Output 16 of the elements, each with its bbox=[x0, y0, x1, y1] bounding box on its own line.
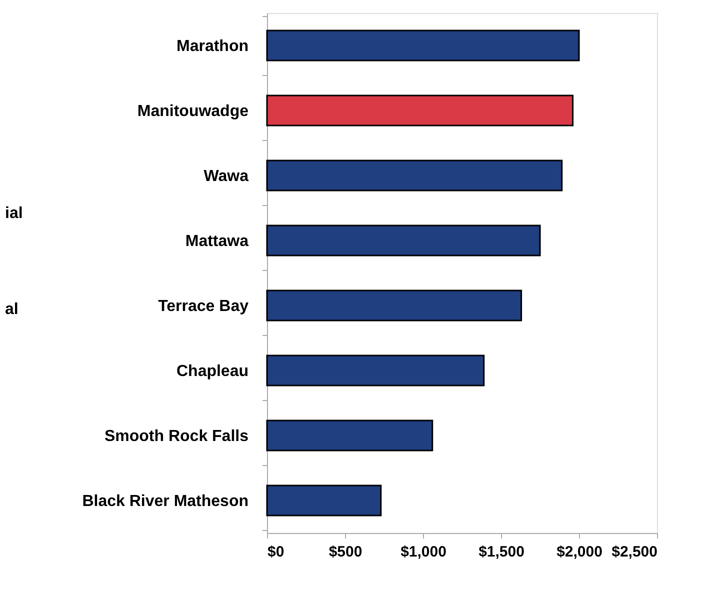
x-tick-label: $1,000 bbox=[400, 544, 446, 560]
x-tick-label: $500 bbox=[328, 544, 362, 560]
y-tick-label: Manitouwadge bbox=[137, 103, 249, 120]
x-tick-label: $2,500 bbox=[612, 544, 658, 560]
y-tick-label: Terrace Bay bbox=[158, 298, 249, 315]
y-tick-label: Wawa bbox=[204, 168, 249, 185]
x-tick-label: $2,000 bbox=[556, 544, 602, 560]
text: ial bbox=[5, 205, 23, 222]
x-tick-label: $0 bbox=[268, 544, 284, 560]
y-tick-label: Mattawa bbox=[185, 233, 249, 250]
y-tick-label: Black River Matheson bbox=[82, 493, 248, 510]
text: al bbox=[5, 301, 18, 318]
y-tick-label: Smooth Rock Falls bbox=[104, 428, 249, 445]
x-tick-label: $1,500 bbox=[478, 544, 524, 560]
y-tick-label: Marathon bbox=[176, 38, 248, 55]
y-tick-label: Chapleau bbox=[176, 363, 248, 380]
